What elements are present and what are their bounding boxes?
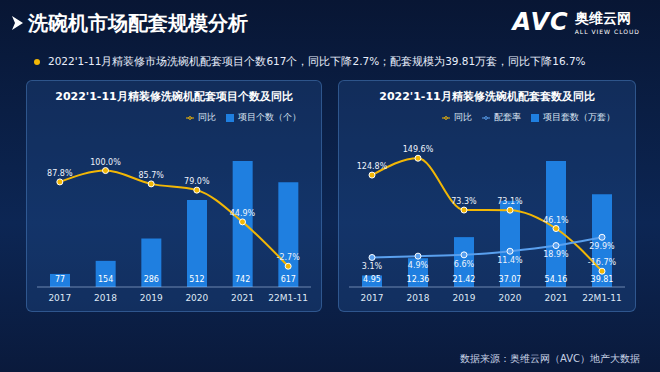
svg-text:77: 77 (55, 275, 65, 284)
html-text:2022'1-11月精装修市场洗碗机配套项目个数617个，同: 2022'1-11月精装修市场洗碗机配套项目个数617个，同比下降2.7%；配套… (48, 55, 586, 67)
html-text:项目个数（个）: 项目个数（个） (238, 112, 301, 122)
svg-text:2021: 2021 (545, 293, 568, 303)
svg-text:617: 617 (281, 275, 296, 284)
svg-text:124.8%: 124.8% (357, 162, 388, 171)
svg-text:2018: 2018 (407, 293, 430, 303)
html-text:洗碗机市场配套规模分析: 洗碗机市场配套规模分析 (28, 11, 248, 35)
html-text:同比: 同比 (198, 112, 216, 122)
svg-text:2017: 2017 (361, 293, 384, 303)
svg-text:29.9%: 29.9% (589, 242, 615, 251)
svg-text:46.1%: 46.1% (543, 216, 569, 225)
svg-text:2019: 2019 (453, 293, 476, 303)
html-text:2022'1-11月精装修洗碗机配套套数及同比: 2022'1-11月精装修洗碗机配套套数及同比 (379, 90, 595, 103)
svg-text:4.9%: 4.9% (408, 261, 429, 270)
svg-text:3.1%: 3.1% (362, 262, 383, 271)
html-text:2022'1-11月精装修洗碗机配套项目个数及同比: 2022'1-11月精装修洗碗机配套项目个数及同比 (55, 90, 293, 103)
svg-text:286: 286 (144, 275, 159, 284)
svg-text:2019: 2019 (140, 293, 163, 303)
svg-text:11.4%: 11.4% (497, 256, 523, 265)
html-text:配套率: 配套率 (494, 112, 521, 122)
html-text:项目套数（万套）: 项目套数（万套） (543, 112, 615, 122)
svg-text:22M1-11: 22M1-11 (582, 293, 622, 303)
svg-text:-16.7%: -16.7% (588, 258, 617, 267)
svg-text:39.81: 39.81 (591, 275, 614, 284)
svg-text:-2.7%: -2.7% (277, 253, 301, 262)
svg-text:742: 742 (235, 275, 250, 284)
svg-text:100.0%: 100.0% (90, 158, 121, 167)
svg-text:2018: 2018 (94, 293, 117, 303)
svg-text:149.6%: 149.6% (403, 145, 434, 154)
svg-text:6.6%: 6.6% (454, 260, 475, 269)
svg-text:2020: 2020 (499, 293, 522, 303)
svg-text:2020: 2020 (185, 293, 208, 303)
svg-text:2017: 2017 (48, 293, 71, 303)
svg-text:512: 512 (189, 275, 204, 284)
svg-text:37.07: 37.07 (499, 275, 522, 284)
svg-text:12.36: 12.36 (407, 275, 430, 284)
svg-text:87.8%: 87.8% (47, 169, 73, 178)
html-text:同比: 同比 (454, 112, 472, 122)
svg-text:79.0%: 79.0% (184, 177, 210, 186)
svg-text:44.9%: 44.9% (230, 209, 256, 218)
svg-text:85.7%: 85.7% (138, 171, 164, 180)
svg-text:73.1%: 73.1% (497, 197, 523, 206)
svg-text:22M1-11: 22M1-11 (268, 293, 308, 303)
html-text:ALL VIEW CLOUD: ALL VIEW CLOUD (574, 27, 640, 35)
svg-text:18.9%: 18.9% (543, 250, 569, 259)
svg-text:4.95: 4.95 (363, 275, 381, 284)
svg-text:154: 154 (98, 275, 113, 284)
html-text:数据来源：奥维云网（AVC）地产大数据: 数据来源：奥维云网（AVC）地产大数据 (460, 353, 640, 364)
svg-text:2021: 2021 (231, 293, 254, 303)
svg-text:54.16: 54.16 (545, 275, 568, 284)
svg-text:73.3%: 73.3% (451, 197, 477, 206)
html-text:AVC 奥维云网: AVC 奥维云网 (512, 8, 631, 36)
svg-text:21.42: 21.42 (453, 275, 476, 284)
